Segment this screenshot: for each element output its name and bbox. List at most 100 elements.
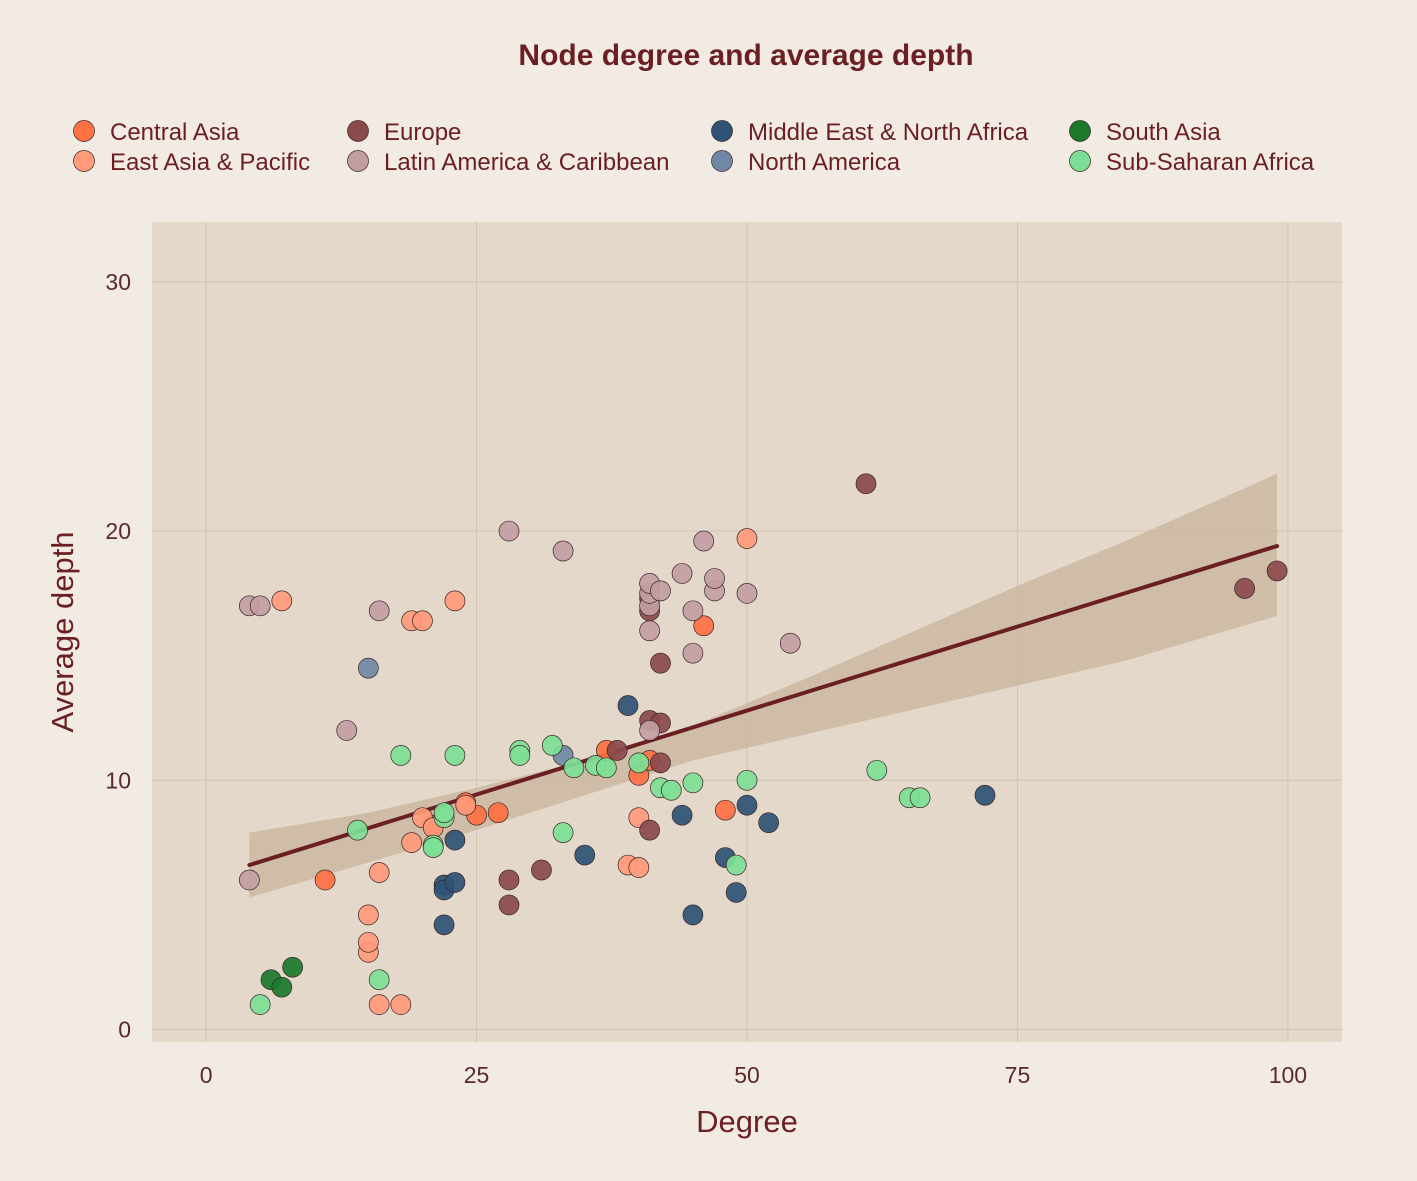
data-point [433, 914, 455, 936]
legend: Central Asia East Asia & Pacific Europe Lat… [73, 119, 1315, 176]
data-point [444, 745, 466, 766]
data-point [596, 757, 617, 779]
data-point [249, 994, 271, 1015]
legend-swatch [711, 150, 733, 172]
confidence-band-layer [249, 473, 1278, 898]
data-point [368, 969, 390, 991]
data-point [552, 822, 574, 843]
legend-label: East Asia & Pacific [110, 149, 310, 176]
data-point [433, 802, 455, 824]
data-point [671, 563, 693, 584]
data-point [606, 740, 628, 761]
data-point [498, 894, 520, 916]
data-point [855, 473, 877, 495]
data-point [358, 931, 379, 953]
data-point [639, 620, 660, 642]
data-point [736, 769, 758, 791]
data-point [1234, 578, 1255, 599]
data-point [574, 844, 596, 866]
data-point [682, 772, 704, 794]
data-point [671, 804, 693, 826]
data-point [974, 784, 996, 806]
data-point [704, 568, 725, 589]
data-point [498, 869, 520, 891]
data-point [487, 802, 509, 824]
confidence-band [249, 473, 1278, 898]
legend-label: North America [748, 149, 901, 176]
data-point [628, 752, 650, 774]
data-point [617, 695, 639, 716]
x-tick-label: 25 [464, 1062, 490, 1088]
legend-label: Middle East & North Africa [748, 119, 1029, 146]
data-point [368, 994, 390, 1015]
legend-label: Latin America & Caribbean [384, 149, 670, 176]
data-point [498, 520, 520, 542]
data-point [444, 872, 466, 893]
x-axis-title: Degree [696, 1104, 798, 1139]
y-axis-ticks: 0 10 20 30 [105, 269, 131, 1043]
data-point [509, 745, 531, 766]
data-point [271, 976, 293, 998]
data-point [715, 799, 736, 821]
data-point [347, 819, 368, 841]
data-point [541, 735, 563, 756]
data-point [444, 829, 466, 851]
legend-swatch [73, 120, 95, 142]
data-point [639, 819, 660, 841]
data-point [725, 854, 747, 876]
data-point [239, 869, 260, 891]
y-tick-label: 10 [105, 767, 131, 793]
data-point [682, 600, 704, 622]
y-axis-title: Average depth [45, 531, 80, 732]
data-point [650, 652, 671, 674]
legend-swatch [347, 120, 369, 142]
x-tick-label: 75 [1005, 1062, 1031, 1088]
data-point [693, 615, 715, 637]
data-point [660, 779, 682, 801]
data-point [368, 600, 390, 622]
chart-title: Node degree and average depth [518, 39, 973, 72]
legend-swatch [1069, 150, 1091, 172]
legend-swatch [347, 150, 369, 172]
data-point [779, 632, 801, 654]
data-point [866, 759, 888, 781]
legend-swatch [1069, 120, 1091, 142]
data-point [736, 794, 758, 816]
data-point [1266, 560, 1288, 582]
data-point [271, 590, 293, 612]
legend-label: Europe [384, 119, 461, 146]
data-point [682, 904, 704, 926]
data-point [358, 657, 379, 679]
legend-label: Sub-Saharan Africa [1106, 149, 1315, 176]
data-point [412, 610, 433, 632]
data-point [455, 794, 477, 816]
data-point [639, 720, 660, 741]
data-point [390, 745, 412, 766]
data-point [650, 752, 671, 774]
data-point [650, 580, 671, 602]
data-point [552, 540, 574, 562]
data-point [693, 530, 715, 552]
legend-swatch [711, 120, 733, 142]
data-point [909, 787, 931, 809]
x-axis-ticks: 0 25 50 75 100 [200, 1062, 1307, 1088]
x-tick-label: 50 [734, 1062, 760, 1088]
x-tick-label: 0 [200, 1062, 213, 1088]
data-point [390, 994, 412, 1015]
y-tick-label: 30 [105, 269, 131, 295]
data-point [249, 595, 271, 617]
data-point [628, 857, 650, 878]
data-point [682, 642, 704, 664]
data-point [368, 862, 390, 883]
legend-label: Central Asia [110, 119, 240, 146]
legend-label: South Asia [1106, 119, 1221, 146]
data-point [531, 859, 552, 881]
data-point [282, 956, 303, 978]
data-point [758, 812, 779, 834]
legend-swatch [73, 150, 95, 172]
data-point [563, 757, 585, 779]
data-point [336, 720, 358, 741]
data-point [401, 832, 422, 853]
data-point [358, 904, 379, 926]
